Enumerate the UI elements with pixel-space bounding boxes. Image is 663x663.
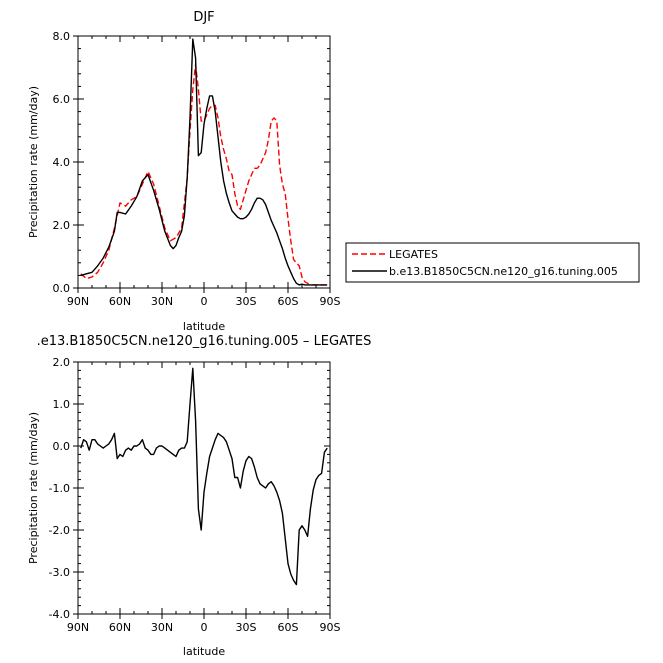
legend-label-model: b.e13.B1850C5CN.ne120_g16.tuning.005	[389, 265, 618, 278]
legend: LEGATES b.e13.B1850C5CN.ne120_g16.tuning…	[345, 242, 640, 283]
top-series-line-0	[80, 63, 328, 286]
top-y-tick-label: 0.0	[53, 282, 71, 295]
top-series-line-1	[80, 38, 328, 286]
bottom-x-axis-title: latitude	[183, 645, 225, 658]
top-x-axis-title: latitude	[183, 320, 225, 333]
bottom-y-tick-label: -4.0	[49, 608, 70, 621]
top-x-tick-label: 60S	[278, 295, 299, 308]
bottom-y-tick-label: 0.0	[53, 440, 71, 453]
top-x-tick-label: 0	[201, 295, 208, 308]
top-y-tick-label: 8.0	[53, 30, 71, 43]
top-y-tick-label: 2.0	[53, 219, 71, 232]
bottom-y-tick-label: -1.0	[49, 482, 70, 495]
bottom-y-tick-label: -2.0	[49, 524, 70, 537]
bottom-y-tick-label: 1.0	[53, 398, 71, 411]
bottom-x-tick-label: 30S	[236, 621, 257, 634]
bottom-x-tick-label: 90N	[67, 621, 89, 634]
top-panel-title: DJF	[193, 10, 214, 25]
bottom-x-tick-label: 0	[201, 621, 208, 634]
bottom-panel-title: .e13.B1850C5CN.ne120_g16.tuning.005 – LE…	[37, 334, 372, 349]
bottom-x-tick-label: 90S	[320, 621, 341, 634]
top-panel: DJF 90N 60N 30N 0 30S 60S 90S 0.0 2.0 4.0 6.0 8.0 l…	[27, 10, 341, 333]
bottom-y-tick-label: 2.0	[53, 356, 71, 369]
bottom-y-axis-title: Precipitation rate (mm/day)	[27, 412, 40, 564]
top-y-axis-title: Precipitation rate (mm/day)	[27, 86, 40, 238]
legend-label-legates: LEGATES	[389, 248, 438, 261]
top-y-tick-label: 4.0	[53, 156, 71, 169]
bottom-x-tick-label: 30N	[151, 621, 173, 634]
bottom-series-line-0	[80, 367, 328, 586]
bottom-panel: .e13.B1850C5CN.ne120_g16.tuning.005 – LE…	[27, 334, 371, 658]
top-x-tick-label: 30N	[151, 295, 173, 308]
top-x-tick-label: 90N	[67, 295, 89, 308]
top-x-tick-label: 90S	[320, 295, 341, 308]
bottom-y-tick-label: -3.0	[49, 566, 70, 579]
legend-box	[345, 242, 640, 283]
top-y-tick-label: 6.0	[53, 93, 71, 106]
top-x-tick-label: 30S	[236, 295, 257, 308]
bottom-x-tick-label: 60S	[278, 621, 299, 634]
top-x-tick-label: 60N	[109, 295, 131, 308]
bottom-x-tick-label: 60N	[109, 621, 131, 634]
